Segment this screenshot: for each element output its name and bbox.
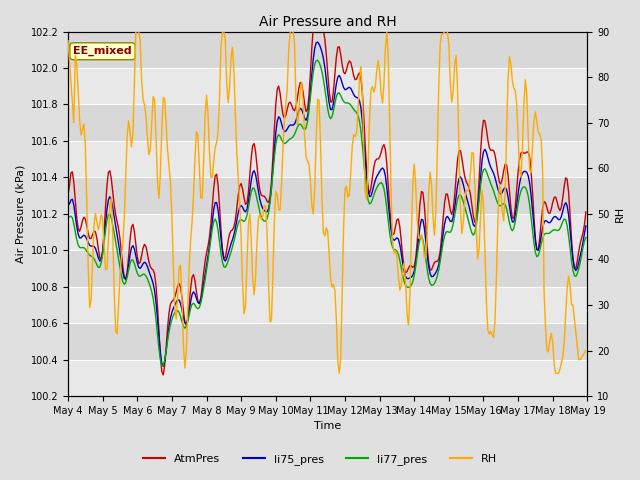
Y-axis label: Air Pressure (kPa): Air Pressure (kPa) [15,165,25,263]
Bar [68,178,588,214]
Y-axis label: RH: RH [615,206,625,222]
Text: EE_mixed: EE_mixed [73,46,132,57]
Bar [68,360,588,396]
Title: Air Pressure and RH: Air Pressure and RH [259,15,397,29]
Bar [68,141,588,178]
Bar [68,214,588,250]
Bar [68,32,588,68]
X-axis label: Time: Time [314,421,341,432]
Legend: AtmPres, li75_pres, li77_pres, RH: AtmPres, li75_pres, li77_pres, RH [139,450,501,469]
Bar [68,323,588,360]
Bar [68,250,588,287]
Bar [68,287,588,323]
Bar [68,68,588,105]
Bar [68,105,588,141]
